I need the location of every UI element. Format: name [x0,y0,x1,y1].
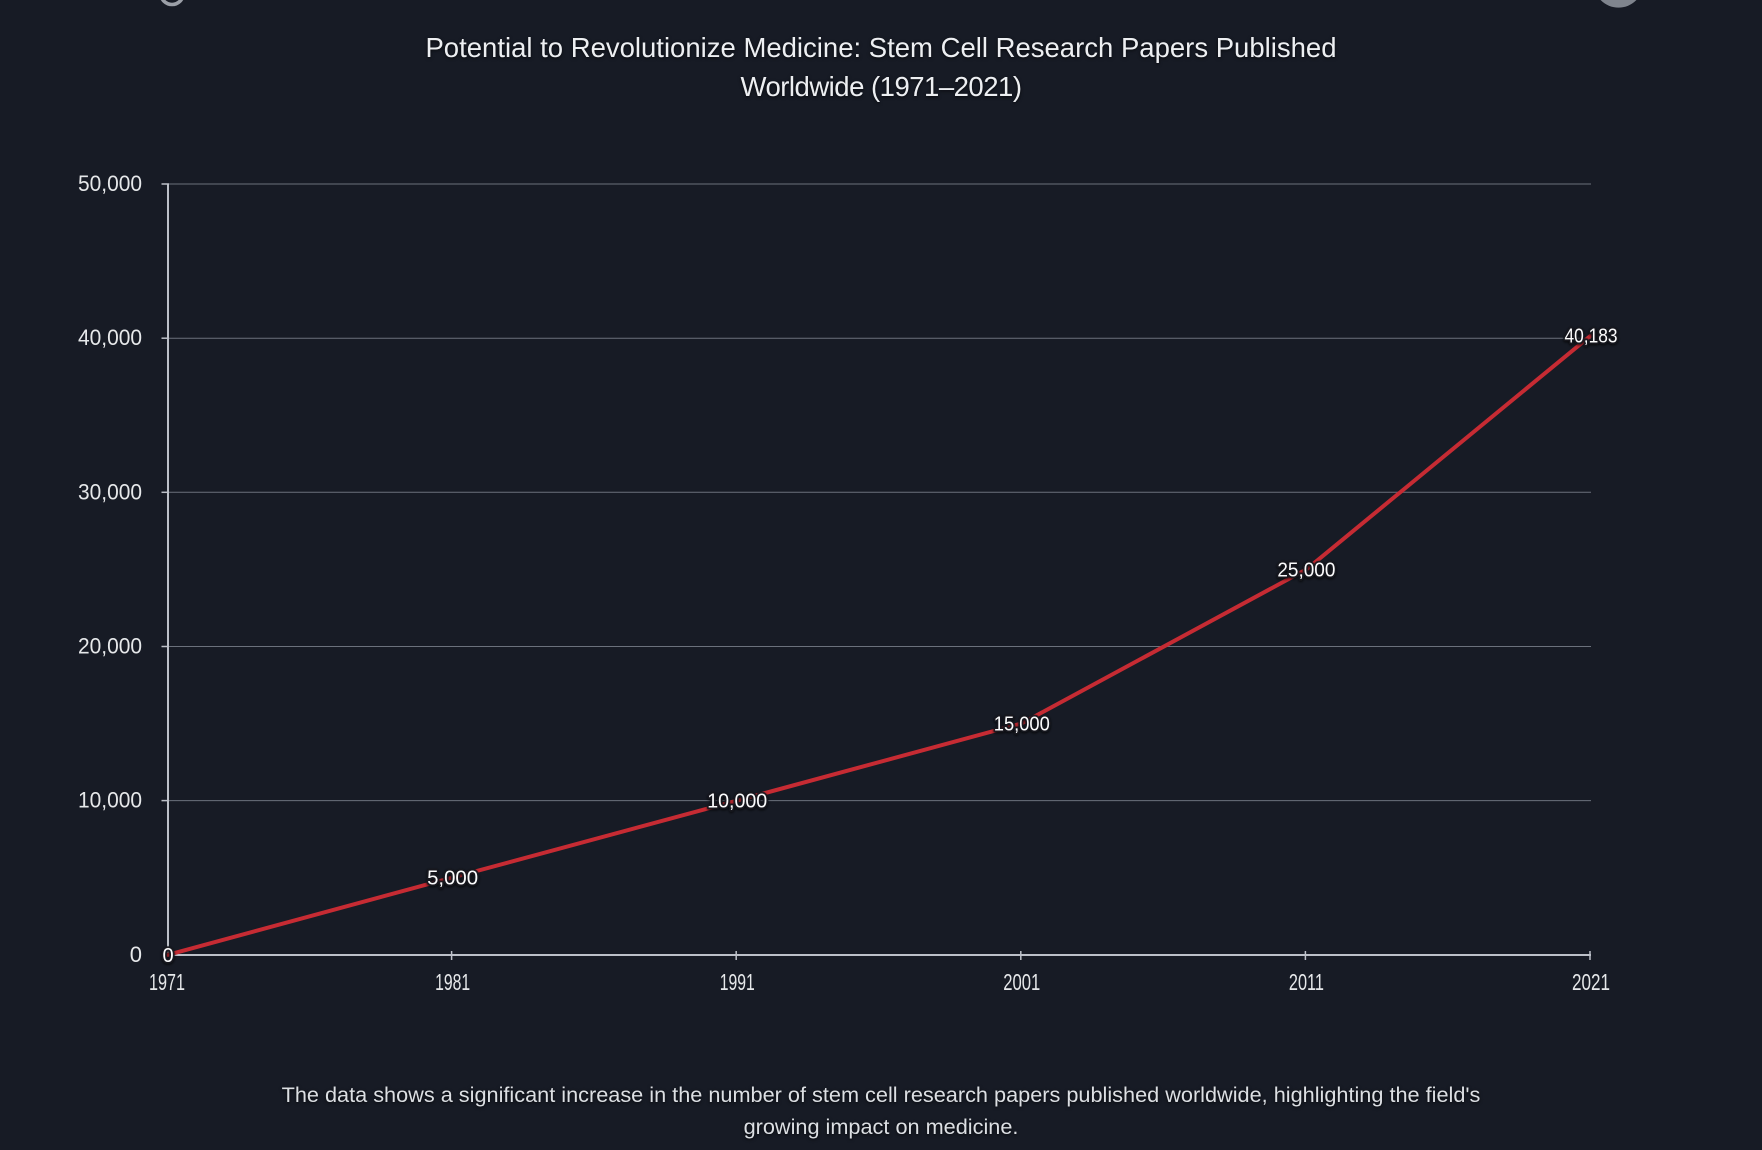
svg-text:40,183: 40,183 [1565,325,1618,347]
svg-text:0: 0 [130,942,142,967]
svg-text:10,000: 10,000 [707,791,767,813]
svg-text:10,000: 10,000 [78,788,142,813]
svg-text:15,000: 15,000 [994,713,1050,735]
svg-text:5,000: 5,000 [427,868,478,890]
svg-text:2001: 2001 [1003,969,1040,995]
svg-text:2021: 2021 [1572,969,1610,995]
svg-text:20,000: 20,000 [78,634,142,659]
svg-text:50,000: 50,000 [78,171,142,196]
svg-text:0: 0 [162,945,173,967]
svg-text:2011: 2011 [1289,969,1324,995]
svg-text:1991: 1991 [720,969,755,995]
svg-text:30,000: 30,000 [78,479,142,504]
svg-text:25,000: 25,000 [1277,559,1335,581]
svg-text:1971: 1971 [149,969,185,995]
svg-text:40,000: 40,000 [78,325,142,350]
svg-text:1981: 1981 [435,969,470,995]
